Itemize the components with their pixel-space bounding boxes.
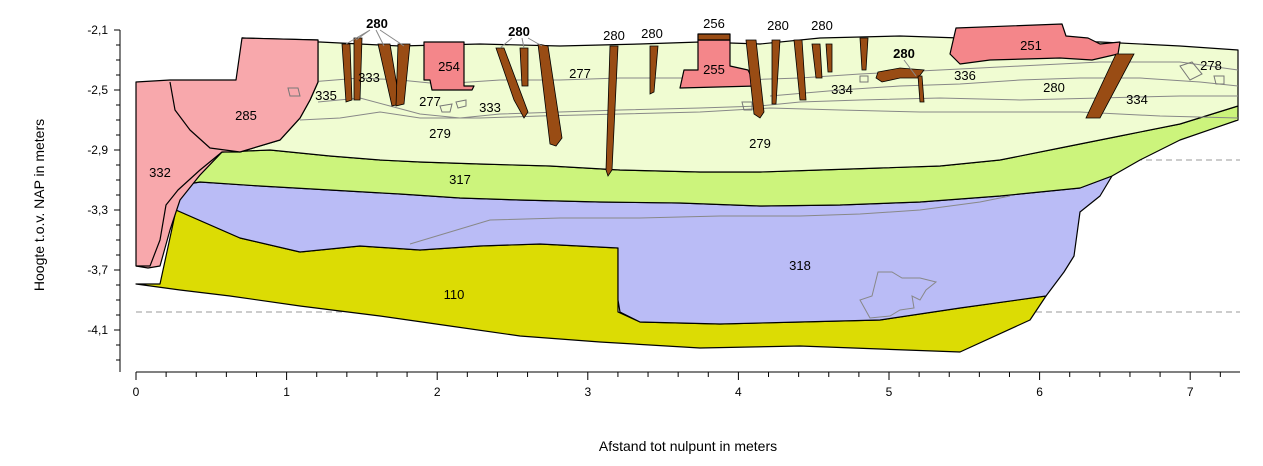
y-tick-label: -2,9 bbox=[87, 143, 108, 157]
y-tick-label: -2,5 bbox=[87, 83, 108, 97]
post-18 bbox=[1085, 53, 1135, 119]
post-9 bbox=[649, 45, 659, 95]
label-280-h: 280 bbox=[1043, 80, 1065, 95]
post-5 bbox=[495, 47, 529, 119]
y-ticks: -2,1 -2,5 -2,9 -3,3 -3,7 -4,1 bbox=[87, 23, 120, 361]
x-tick-label: 0 bbox=[133, 385, 140, 399]
leader-280-mid bbox=[499, 37, 543, 49]
x-tick-label: 2 bbox=[434, 385, 441, 399]
pit-332-line bbox=[136, 151, 223, 267]
layer-line-334 bbox=[769, 77, 1239, 97]
label-332: 332 bbox=[149, 165, 171, 180]
label-280-c: 280 bbox=[603, 28, 625, 43]
post-13 bbox=[811, 43, 823, 79]
pit-285-inner bbox=[169, 81, 319, 153]
y-axis-title: Hoogte t.o.v. NAP in meters bbox=[31, 119, 47, 291]
label-254: 254 bbox=[438, 59, 460, 74]
stone-1 bbox=[287, 87, 301, 97]
y-tick-label: -4,1 bbox=[87, 323, 108, 337]
post-10 bbox=[745, 39, 765, 119]
x-tick-label: 1 bbox=[283, 385, 290, 399]
stone-5 bbox=[859, 75, 869, 83]
inner-shape-318 bbox=[859, 271, 938, 319]
label-318: 318 bbox=[789, 258, 811, 273]
x-tick-label: 6 bbox=[1036, 385, 1043, 399]
stone-4 bbox=[741, 101, 753, 111]
label-256: 256 bbox=[703, 16, 725, 31]
inner-line-318 bbox=[409, 195, 1011, 245]
x-axis-title: Afstand tot nulpunt in meters bbox=[599, 438, 777, 454]
post-17 bbox=[917, 75, 925, 103]
label-317: 317 bbox=[449, 172, 471, 187]
label-333-b: 333 bbox=[479, 100, 501, 115]
label-277-a: 277 bbox=[419, 94, 441, 109]
stone-3 bbox=[455, 99, 467, 109]
layer-line-279-top bbox=[299, 107, 1239, 121]
stone-6 bbox=[1179, 61, 1203, 81]
layer-line-277 bbox=[317, 95, 1238, 119]
post-6 bbox=[519, 47, 529, 87]
post-11 bbox=[771, 39, 781, 105]
label-280-g: 280 bbox=[893, 46, 915, 61]
stone-7 bbox=[1213, 75, 1225, 85]
y-tick-label: -3,7 bbox=[87, 263, 108, 277]
post-1 bbox=[341, 43, 353, 103]
label-334-a: 334 bbox=[831, 82, 853, 97]
x-tick-label: 4 bbox=[735, 385, 742, 399]
label-279-a: 279 bbox=[429, 126, 451, 141]
label-333-a: 333 bbox=[358, 70, 380, 85]
x-tick-label: 7 bbox=[1187, 385, 1194, 399]
post-14 bbox=[825, 43, 833, 73]
post-12 bbox=[793, 39, 807, 101]
post-15 bbox=[859, 37, 869, 71]
label-251: 251 bbox=[1020, 38, 1042, 53]
label-335: 335 bbox=[315, 88, 337, 103]
x-tick-label: 3 bbox=[584, 385, 591, 399]
post-8 bbox=[605, 45, 619, 177]
y-tick-label: -3,3 bbox=[87, 203, 108, 217]
post-7 bbox=[537, 43, 563, 147]
label-278: 278 bbox=[1200, 58, 1222, 73]
label-280-e: 280 bbox=[767, 18, 789, 33]
label-280-d: 280 bbox=[641, 26, 663, 41]
post-4 bbox=[395, 43, 411, 107]
label-280-f: 280 bbox=[811, 18, 833, 33]
leader-280-left bbox=[345, 29, 405, 47]
leader-280-right bbox=[903, 59, 917, 77]
label-280-a: 280 bbox=[366, 16, 388, 31]
label-336: 336 bbox=[954, 68, 976, 83]
label-285: 285 bbox=[235, 108, 257, 123]
feature-256 bbox=[697, 33, 731, 41]
x-ticks: 0 1 2 3 4 5 6 7 bbox=[133, 372, 1221, 399]
label-280-b: 280 bbox=[508, 24, 530, 39]
label-279-b: 279 bbox=[749, 136, 771, 151]
label-334-b: 334 bbox=[1126, 92, 1148, 107]
label-277-b: 277 bbox=[569, 66, 591, 81]
label-110: 110 bbox=[444, 287, 465, 302]
x-tick-label: 5 bbox=[886, 385, 893, 399]
stone-2 bbox=[439, 103, 453, 113]
y-tick-label: -2,1 bbox=[87, 23, 108, 37]
label-255: 255 bbox=[703, 62, 725, 77]
feature-254 bbox=[423, 41, 475, 91]
